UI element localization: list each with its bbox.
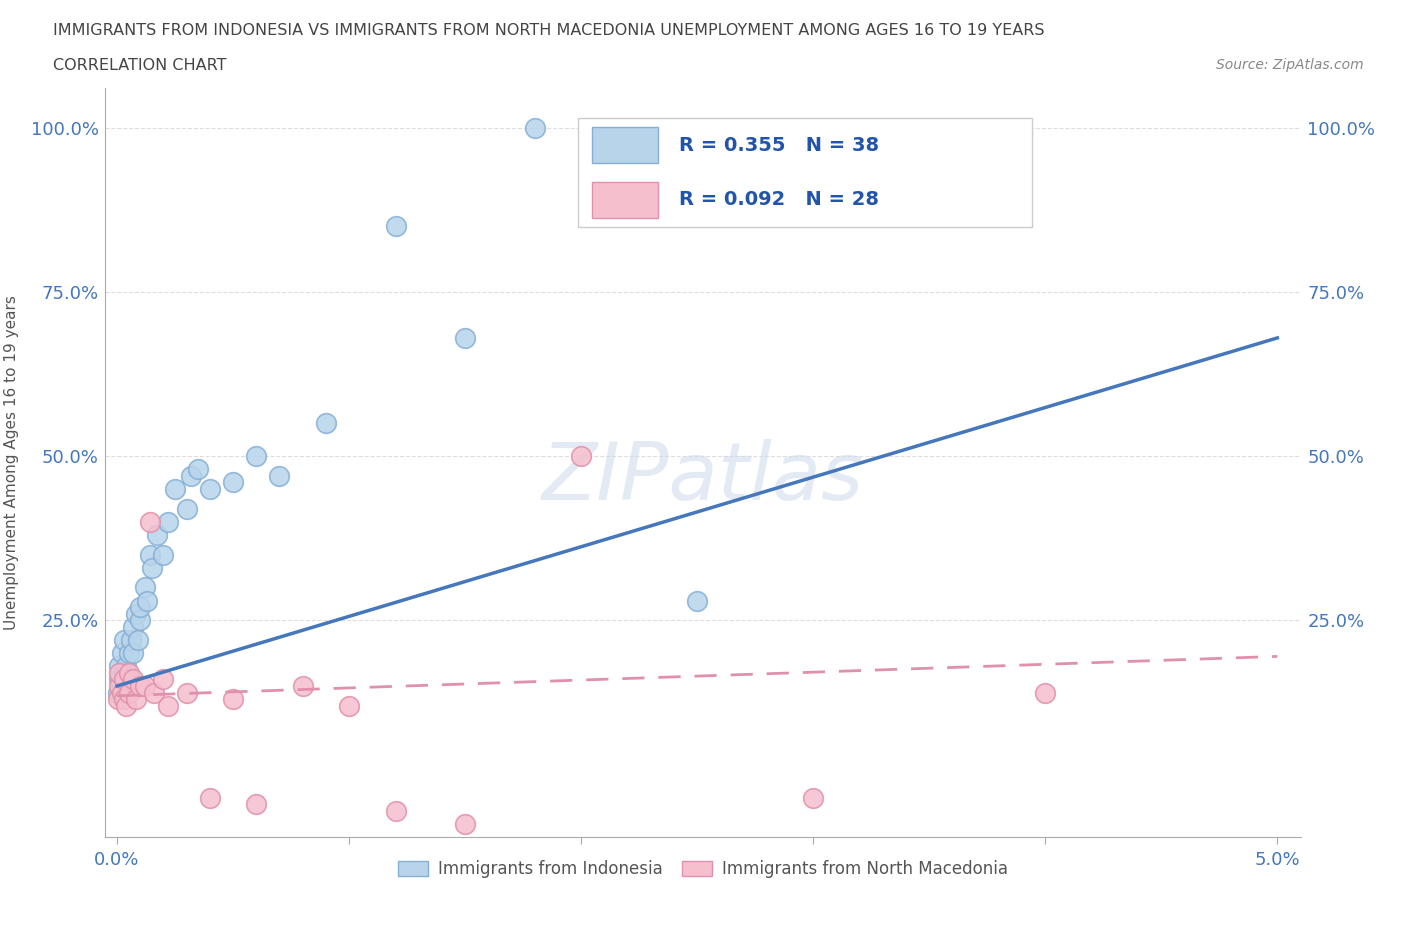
Point — [127, 632, 149, 647]
FancyBboxPatch shape — [592, 127, 658, 164]
Point — [198, 790, 221, 805]
Point — [122, 672, 145, 687]
Point — [384, 219, 406, 233]
Point — [134, 580, 156, 595]
Point — [315, 416, 337, 431]
Point — [180, 469, 202, 484]
Text: IMMIGRANTS FROM INDONESIA VS IMMIGRANTS FROM NORTH MACEDONIA UNEMPLOYMENT AMONG : IMMIGRANTS FROM INDONESIA VS IMMIGRANTS … — [53, 23, 1045, 38]
Point — [198, 482, 221, 497]
Point — [152, 672, 174, 687]
Point — [120, 632, 142, 647]
Text: ZIPatlas: ZIPatlas — [541, 439, 865, 517]
Point — [124, 606, 146, 621]
Point — [1033, 685, 1056, 700]
Point — [801, 790, 824, 805]
Point — [152, 547, 174, 562]
Point — [122, 645, 145, 660]
Point — [245, 797, 267, 812]
Point — [118, 672, 141, 687]
Point — [686, 593, 709, 608]
Point — [138, 547, 160, 562]
Point — [111, 685, 134, 700]
Point — [129, 613, 152, 628]
Point — [108, 658, 131, 673]
Point — [337, 698, 360, 713]
Point — [222, 475, 245, 490]
Point — [129, 679, 152, 694]
Point — [165, 482, 187, 497]
Text: CORRELATION CHART: CORRELATION CHART — [53, 58, 226, 73]
Point — [143, 685, 166, 700]
Point — [141, 560, 163, 575]
Text: R = 0.355   N = 38: R = 0.355 N = 38 — [679, 136, 879, 154]
Point — [107, 685, 129, 700]
Point — [291, 679, 314, 694]
Point — [245, 448, 267, 463]
Point — [124, 692, 146, 707]
Point — [112, 672, 135, 687]
Point — [108, 679, 131, 694]
Point — [134, 679, 156, 694]
Point — [118, 685, 141, 700]
Point — [138, 514, 160, 529]
Point — [157, 698, 180, 713]
Text: Source: ZipAtlas.com: Source: ZipAtlas.com — [1216, 58, 1364, 72]
Y-axis label: Unemployment Among Ages 16 to 19 years: Unemployment Among Ages 16 to 19 years — [4, 295, 20, 631]
Point — [111, 645, 134, 660]
Point — [129, 600, 152, 615]
Point — [112, 632, 135, 647]
FancyBboxPatch shape — [592, 182, 658, 218]
Point — [118, 665, 141, 680]
Point — [115, 685, 138, 700]
Point — [222, 692, 245, 707]
Legend: Immigrants from Indonesia, Immigrants from North Macedonia: Immigrants from Indonesia, Immigrants fr… — [391, 854, 1015, 884]
Point — [569, 448, 592, 463]
Point — [454, 817, 477, 831]
Point — [145, 527, 167, 542]
Point — [136, 593, 159, 608]
Point — [176, 685, 198, 700]
Point — [108, 672, 131, 687]
Point — [115, 698, 138, 713]
Point — [108, 665, 131, 680]
Point — [122, 619, 145, 634]
FancyBboxPatch shape — [578, 118, 1032, 227]
Point — [454, 330, 477, 345]
Point — [187, 462, 209, 477]
Point — [157, 514, 180, 529]
Point — [107, 692, 129, 707]
Point — [118, 645, 141, 660]
Point — [112, 692, 135, 707]
Point — [111, 679, 134, 694]
Point — [269, 469, 291, 484]
Point — [115, 658, 138, 673]
Point — [523, 120, 546, 135]
Point — [384, 804, 406, 818]
Point — [112, 665, 135, 680]
Point — [176, 501, 198, 516]
Text: R = 0.092   N = 28: R = 0.092 N = 28 — [679, 191, 879, 209]
